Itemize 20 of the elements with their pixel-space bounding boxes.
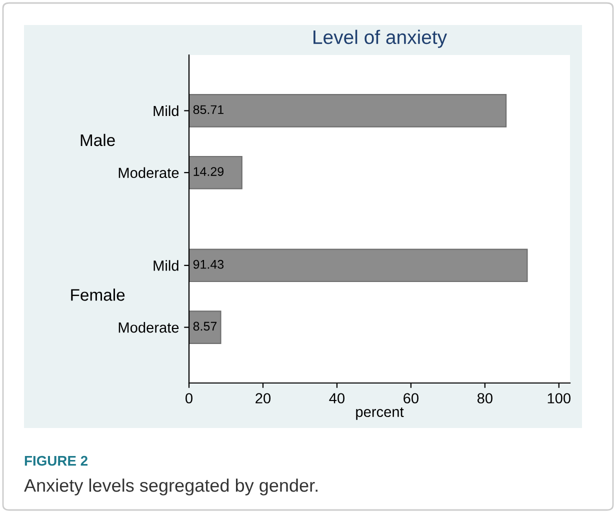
y-tick-label: Mild xyxy=(154,105,178,116)
y-tick-label: Mild xyxy=(154,260,178,271)
data-label: 14.29 xyxy=(194,167,224,176)
x-tick-label: 60 xyxy=(404,393,418,404)
x-tick-label: 0 xyxy=(186,393,192,404)
y-tick-label: Moderate xyxy=(118,322,179,333)
data-label: 8.57 xyxy=(193,322,217,331)
text: Female xyxy=(71,288,125,301)
x-tick-label: 40 xyxy=(329,393,344,404)
caption: FIGURE 2 xyxy=(24,456,88,466)
text: Male xyxy=(80,134,115,146)
x-tick-label: 100 xyxy=(548,393,570,404)
x-tick-label: 80 xyxy=(477,393,492,404)
text: Anxiety levels segregated by gender. xyxy=(24,478,318,496)
data-label: 85.71 xyxy=(193,105,224,114)
x-axis-title: percent xyxy=(356,407,404,420)
data-label: 91.43 xyxy=(193,260,224,269)
chart-title: Level of anxiety xyxy=(314,30,448,48)
x-tick-label: 20 xyxy=(256,393,271,404)
y-tick-label: Moderate xyxy=(118,167,179,178)
